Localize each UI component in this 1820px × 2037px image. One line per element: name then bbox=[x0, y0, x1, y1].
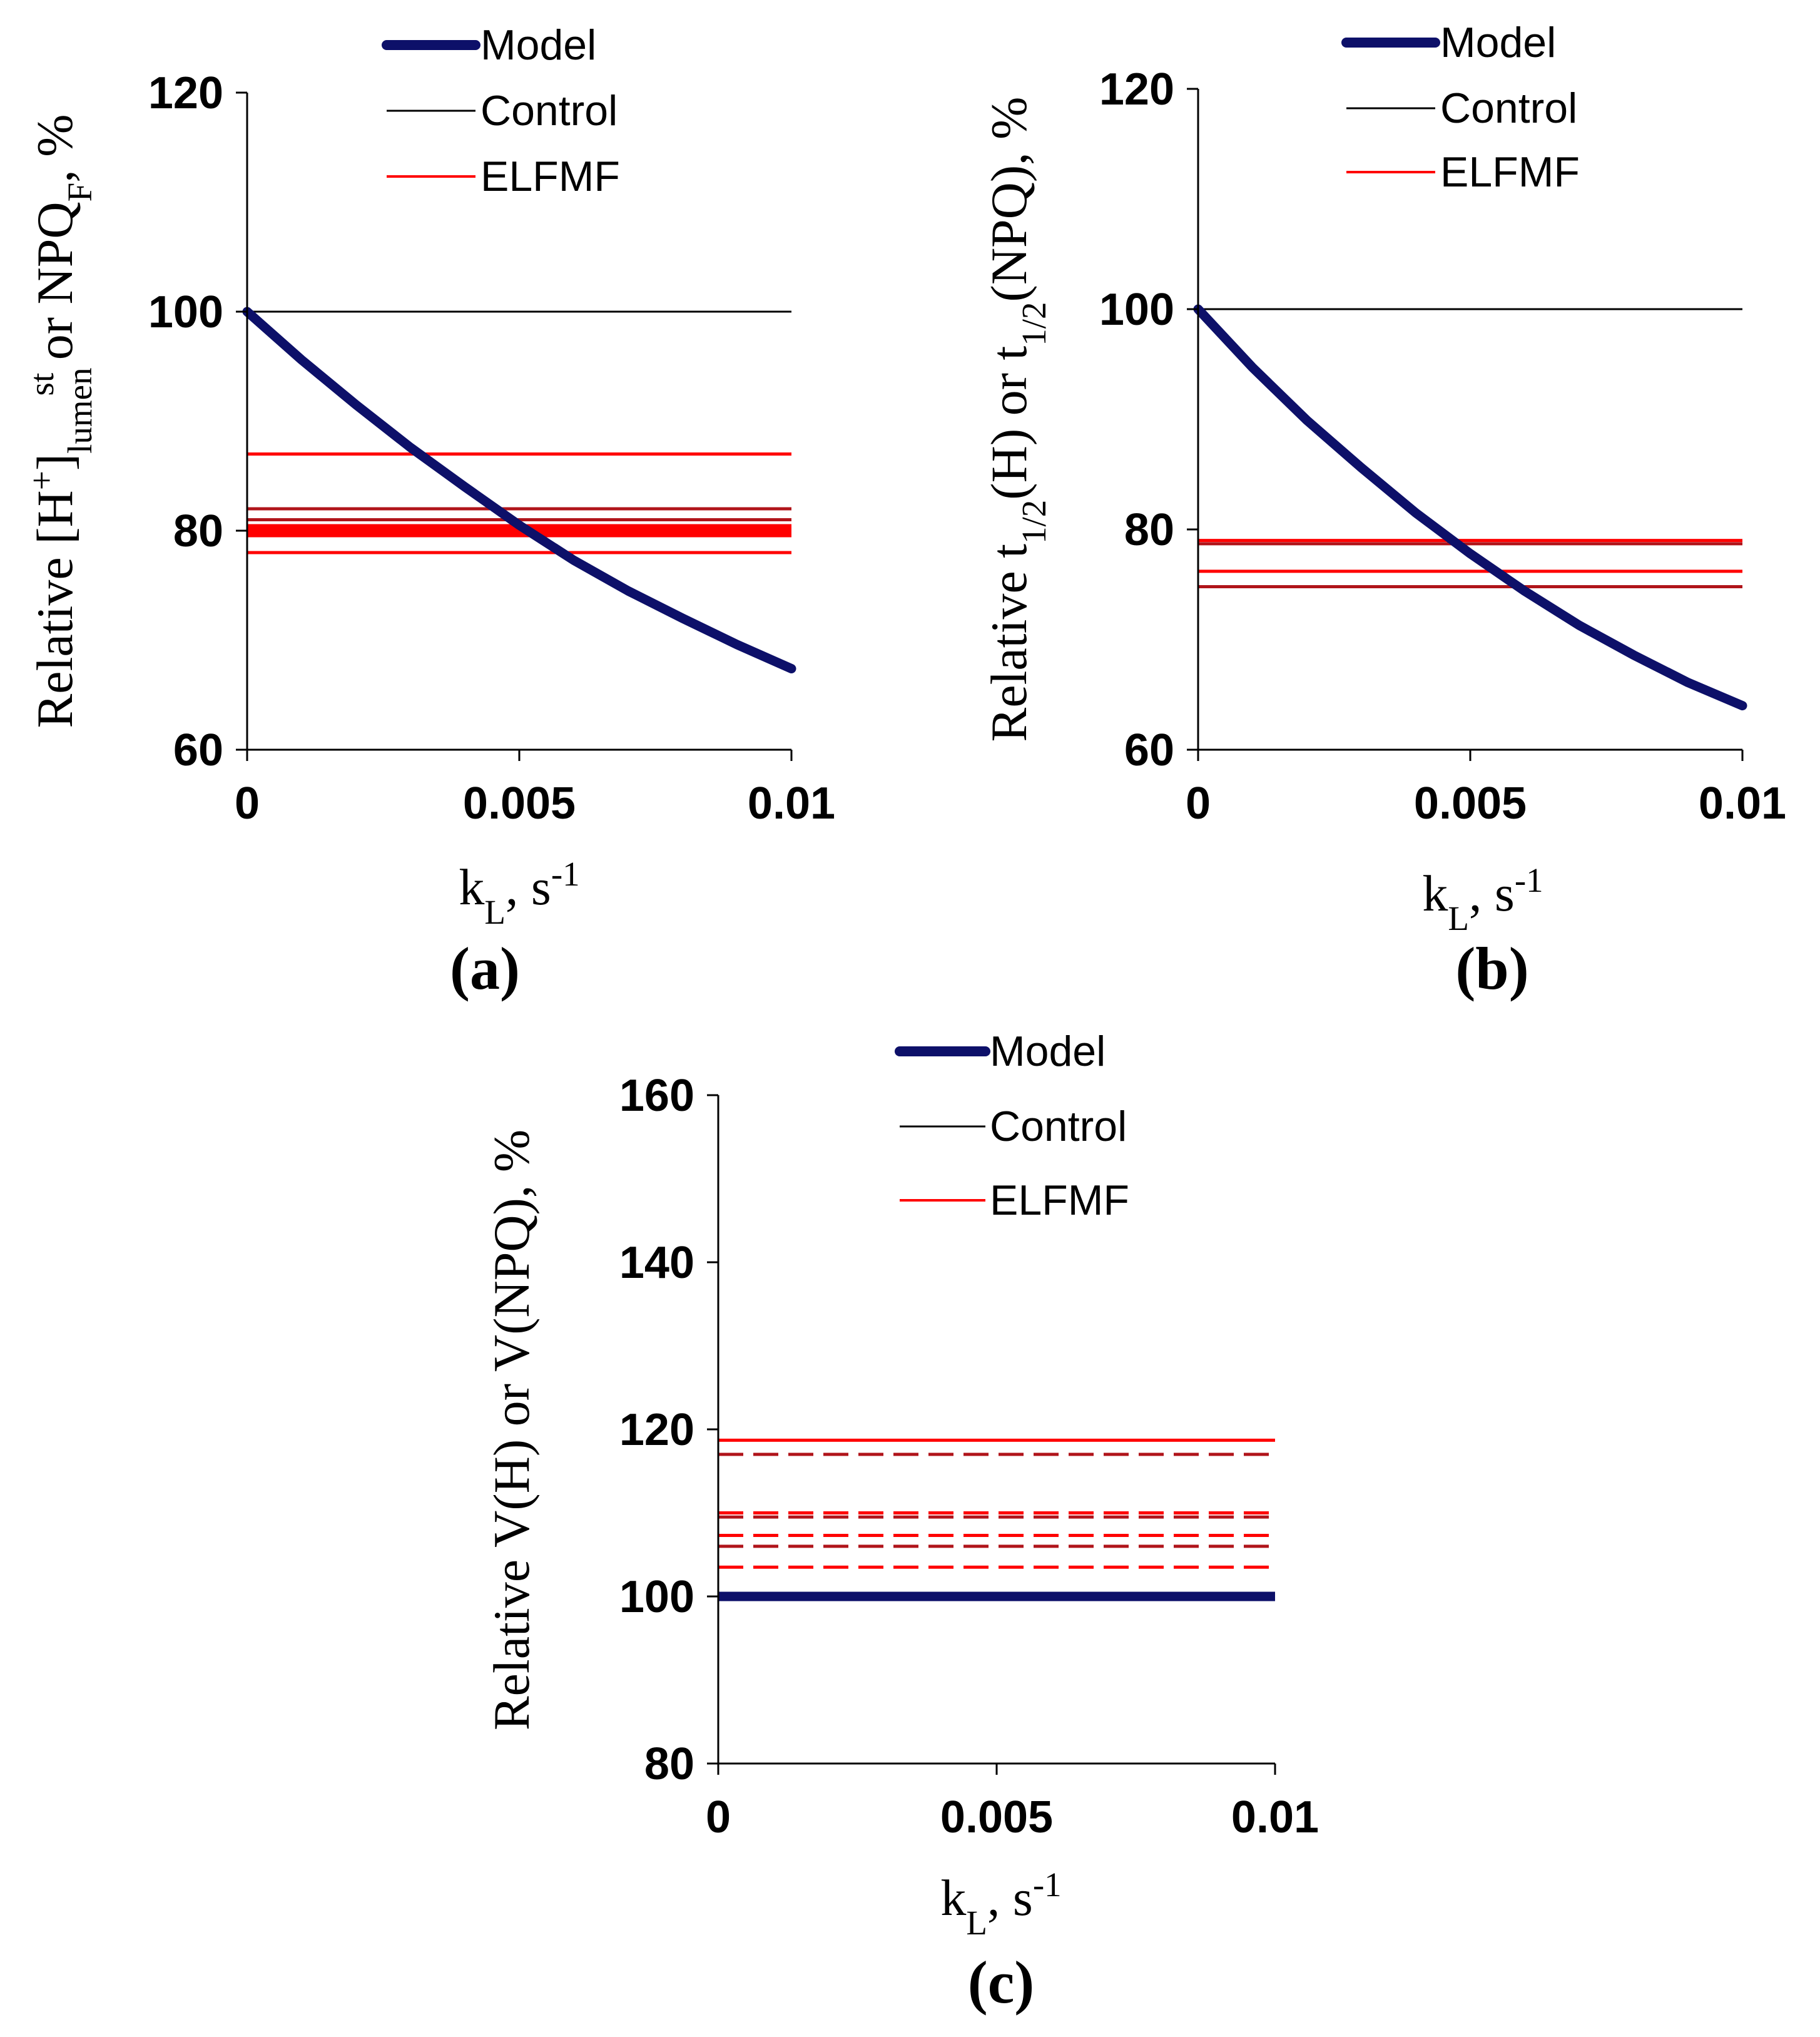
panel-b-ylabel: Relative t1/2(H) or t1/2(NPQ), % bbox=[980, 97, 1053, 742]
model-curve bbox=[242, 307, 796, 673]
ytick-label: 60 bbox=[173, 725, 223, 775]
panel-a-ylabel: Relative [H+]lumenst or NPQF, % bbox=[23, 114, 99, 728]
ytick-label: 80 bbox=[644, 1739, 694, 1789]
xtick-label: 0.01 bbox=[1699, 779, 1786, 829]
xtick-label: 0.005 bbox=[463, 779, 576, 829]
ytick-label: 80 bbox=[1124, 505, 1174, 555]
panel-a-marks bbox=[242, 307, 796, 673]
panel-b: 60 80 100 120 0 0.005 0.01 Relative t1/2(H) or… bbox=[980, 19, 1786, 1002]
legend-model-label: Model bbox=[990, 1028, 1106, 1075]
legend-elfmf-label: ELFMF bbox=[990, 1177, 1129, 1224]
ytick-label: 120 bbox=[619, 1405, 694, 1455]
ytick-label: 120 bbox=[148, 68, 223, 118]
xtick-label: 0.01 bbox=[748, 779, 835, 829]
ytick-label: 140 bbox=[619, 1238, 694, 1288]
panel-b-xlabel: kL, s-1 bbox=[1422, 861, 1543, 937]
legend-control-label: Control bbox=[990, 1103, 1127, 1150]
panel-c-marks bbox=[718, 1438, 1275, 1601]
xtick-label: 0 bbox=[1186, 779, 1211, 829]
legend-control-label: Control bbox=[1440, 84, 1577, 132]
legend-model-label: Model bbox=[480, 21, 596, 69]
ytick-label: 160 bbox=[619, 1071, 694, 1121]
panel-a-label: (a) bbox=[450, 935, 520, 1002]
legend-elfmf-label: ELFMF bbox=[480, 153, 620, 200]
panel-a-xlabel: kL, s-1 bbox=[459, 855, 579, 931]
xtick-label: 0.005 bbox=[940, 1792, 1053, 1842]
xtick-label: 0 bbox=[706, 1792, 731, 1842]
ytick-label: 100 bbox=[619, 1572, 694, 1622]
legend-elfmf-label: ELFMF bbox=[1440, 148, 1580, 196]
xtick-label: 0 bbox=[235, 779, 260, 829]
ytick-label: 60 bbox=[1124, 725, 1174, 775]
panel-b-legend: Model Control ELFMF bbox=[1341, 19, 1580, 196]
panel-b-ticks: 60 80 100 120 0 0.005 0.01 bbox=[1099, 64, 1786, 829]
panel-c-legend: Model Control ELFMF bbox=[895, 1028, 1129, 1224]
ytick-label: 100 bbox=[1099, 285, 1174, 335]
legend-control-label: Control bbox=[480, 87, 618, 135]
panel-a-legend: Model Control ELFMF bbox=[382, 21, 620, 200]
panel-b-label: (b) bbox=[1455, 935, 1528, 1002]
xtick-label: 0.01 bbox=[1231, 1792, 1319, 1842]
ytick-label: 80 bbox=[173, 506, 223, 556]
legend-model-label: Model bbox=[1440, 19, 1556, 66]
panel-a: 60 80 100 120 0 0.005 0.01 Relative [H+]lumens… bbox=[23, 21, 836, 1002]
panel-c-xlabel: kL, s-1 bbox=[940, 1866, 1061, 1942]
ytick-label: 100 bbox=[148, 287, 223, 337]
panel-b-marks bbox=[1193, 304, 1747, 711]
panel-c-ticks: 80 100 120 140 160 0 0.005 0.01 bbox=[619, 1071, 1319, 1842]
panel-c: 80 100 120 140 160 0 0.005 0.01 Relative V(H) o… bbox=[483, 1028, 1319, 2016]
panel-c-label: (c) bbox=[968, 1949, 1035, 2016]
panel-c-ylabel: Relative V(H) or V(NPQ), % bbox=[483, 1130, 540, 1730]
xtick-label: 0.005 bbox=[1414, 779, 1527, 829]
ytick-label: 120 bbox=[1099, 64, 1174, 115]
model-curve bbox=[1193, 304, 1747, 711]
panel-a-ticks: 60 80 100 120 0 0.005 0.01 bbox=[148, 68, 835, 829]
